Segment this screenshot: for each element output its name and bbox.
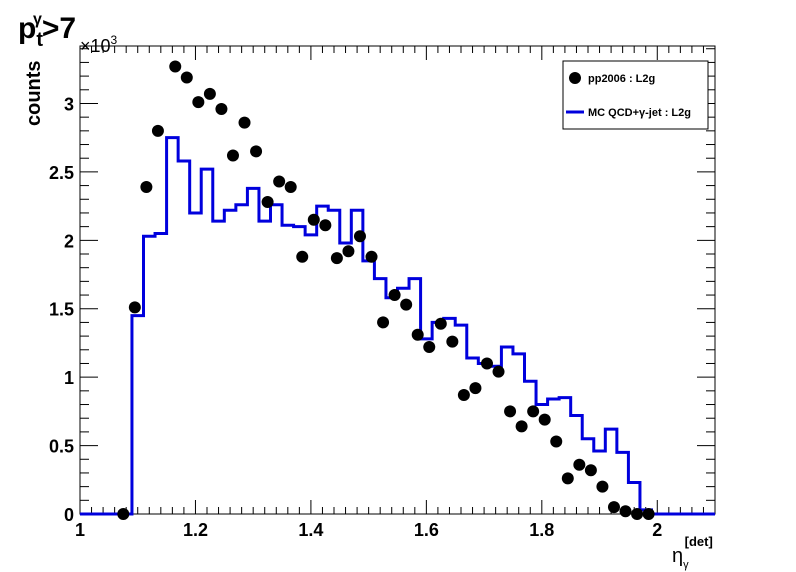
data-point (596, 480, 609, 493)
data-point (180, 71, 193, 84)
x-tick-label: 1 (75, 520, 85, 540)
data-point (353, 230, 366, 243)
data-point (550, 435, 563, 448)
pp2006-data-series (117, 60, 655, 520)
data-point (492, 365, 505, 378)
legend-label-pp2006: pp2006 : L2g (588, 73, 655, 85)
mc-histogram-series (80, 136, 715, 516)
data-point (296, 250, 309, 263)
data-point (169, 60, 182, 73)
legend: pp2006 : L2g MC QCD+γ-jet : L2g (562, 60, 709, 130)
data-point (504, 405, 517, 418)
title-subscript: t (36, 29, 43, 51)
mc-step-line (80, 136, 715, 516)
axis-ticks (79, 46, 716, 515)
y-tick-label: 3 (64, 94, 74, 114)
y-tick-label: 0 (64, 505, 74, 525)
data-point (117, 508, 130, 520)
legend-box (562, 60, 709, 130)
data-point (330, 252, 343, 265)
data-point (226, 149, 239, 162)
x-tick-label: 2 (652, 520, 662, 540)
data-point (342, 245, 355, 258)
data-point (388, 289, 401, 302)
data-point (515, 420, 528, 433)
data-point (607, 501, 620, 514)
data-point (642, 508, 655, 520)
x-tick-label: 1.4 (298, 520, 323, 540)
plot-frame (79, 45, 716, 515)
x-tick-label: 1.6 (414, 520, 439, 540)
data-point (203, 87, 216, 100)
data-point (215, 102, 228, 115)
data-point (619, 505, 632, 518)
legend-label-mc: MC QCD+γ-jet : L2g (588, 107, 691, 119)
data-point (319, 219, 332, 232)
y-tick-label: 2.5 (49, 163, 74, 183)
y-tick-label: 1 (64, 368, 74, 388)
y-axis-multiplier: ×103 (80, 33, 118, 56)
data-point (457, 388, 470, 401)
data-point (250, 145, 263, 158)
data-point (561, 472, 574, 485)
data-point (307, 213, 320, 226)
y-tick-label: 1.5 (49, 300, 74, 320)
data-point (423, 341, 436, 354)
data-point (469, 382, 482, 395)
x-axis-title: ηγ[det] (672, 534, 713, 571)
data-point (584, 464, 597, 477)
y-tick-labels: 0 0.5 1 1.5 2 2.5 3 (49, 94, 74, 525)
data-point (284, 180, 297, 193)
data-point (140, 180, 153, 193)
title-superscript: γ (33, 11, 42, 28)
data-point (400, 298, 413, 311)
data-point (446, 335, 459, 348)
data-point (538, 413, 551, 426)
data-point (365, 250, 378, 263)
data-point (192, 96, 205, 109)
data-point (151, 124, 164, 137)
data-point (434, 317, 447, 330)
x-tick-label: 1.8 (529, 520, 554, 540)
data-point (631, 508, 644, 520)
x-tick-label: 1.2 (183, 520, 208, 540)
data-point (411, 328, 424, 341)
data-point (261, 196, 274, 208)
data-point (128, 301, 141, 314)
plot-border (79, 45, 716, 515)
chart-title: ptγ>7 (18, 11, 76, 51)
y-tick-label: 2 (64, 231, 74, 251)
data-point (527, 405, 540, 418)
y-axis-title: counts (23, 60, 45, 126)
data-point (273, 175, 286, 188)
data-point (377, 316, 390, 329)
x-tick-labels: 1 1.2 1.4 1.6 1.8 2 (75, 520, 662, 540)
data-point (238, 116, 251, 129)
data-point (480, 357, 493, 370)
data-point (573, 458, 586, 471)
legend-marker-pp2006 (569, 72, 581, 84)
y-tick-label: 0.5 (49, 437, 74, 457)
